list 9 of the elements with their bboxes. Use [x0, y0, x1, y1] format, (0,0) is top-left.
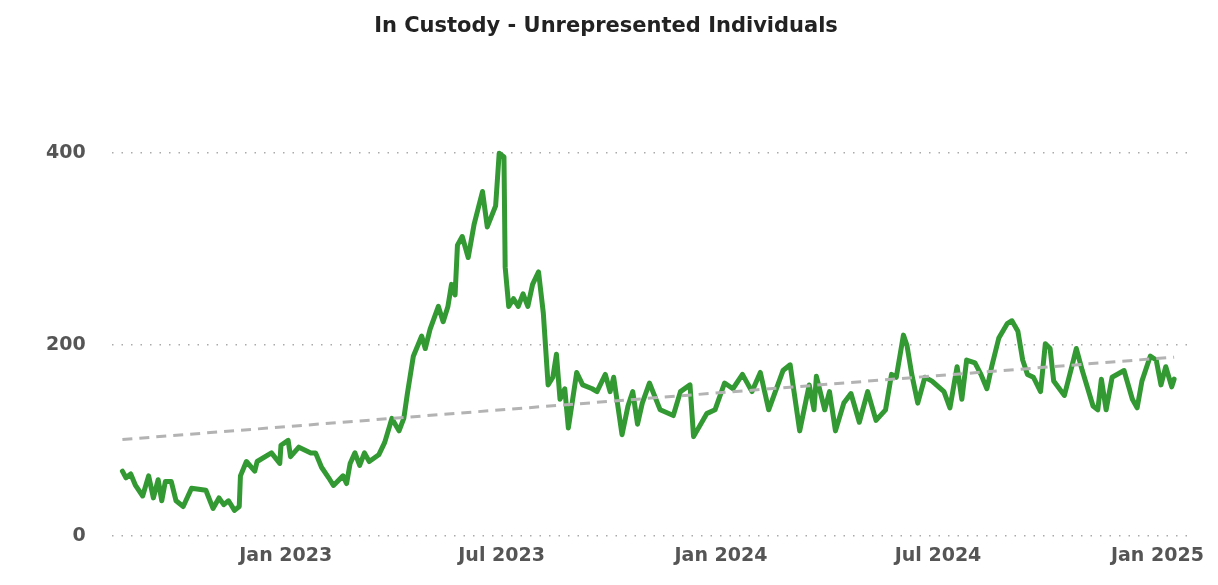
y-tick-label: 0: [72, 523, 86, 546]
x-tick-label: Jan 2024: [672, 542, 768, 565]
x-tick-label: Jul 2023: [456, 542, 545, 565]
x-tick-label: Jul 2024: [892, 542, 982, 565]
chart-title: In Custody - Unrepresented Individuals: [374, 13, 838, 38]
x-tick-label: Jan 2025: [1108, 542, 1204, 565]
x-tick-label: Jan 2023: [237, 542, 333, 565]
y-tick-label: 200: [45, 331, 86, 354]
y-tick-label: 400: [45, 140, 86, 163]
